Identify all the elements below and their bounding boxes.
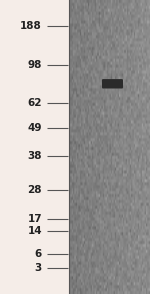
Text: 17: 17 — [27, 214, 42, 224]
FancyBboxPatch shape — [102, 79, 123, 88]
Text: 98: 98 — [28, 60, 42, 70]
Text: 14: 14 — [27, 226, 42, 236]
Text: 6: 6 — [35, 249, 42, 259]
Text: 28: 28 — [27, 185, 42, 195]
Text: 188: 188 — [20, 21, 42, 31]
Text: 38: 38 — [27, 151, 42, 161]
Text: 3: 3 — [35, 263, 42, 273]
FancyBboxPatch shape — [0, 0, 69, 294]
Text: 62: 62 — [27, 98, 42, 108]
Text: 49: 49 — [27, 123, 42, 133]
